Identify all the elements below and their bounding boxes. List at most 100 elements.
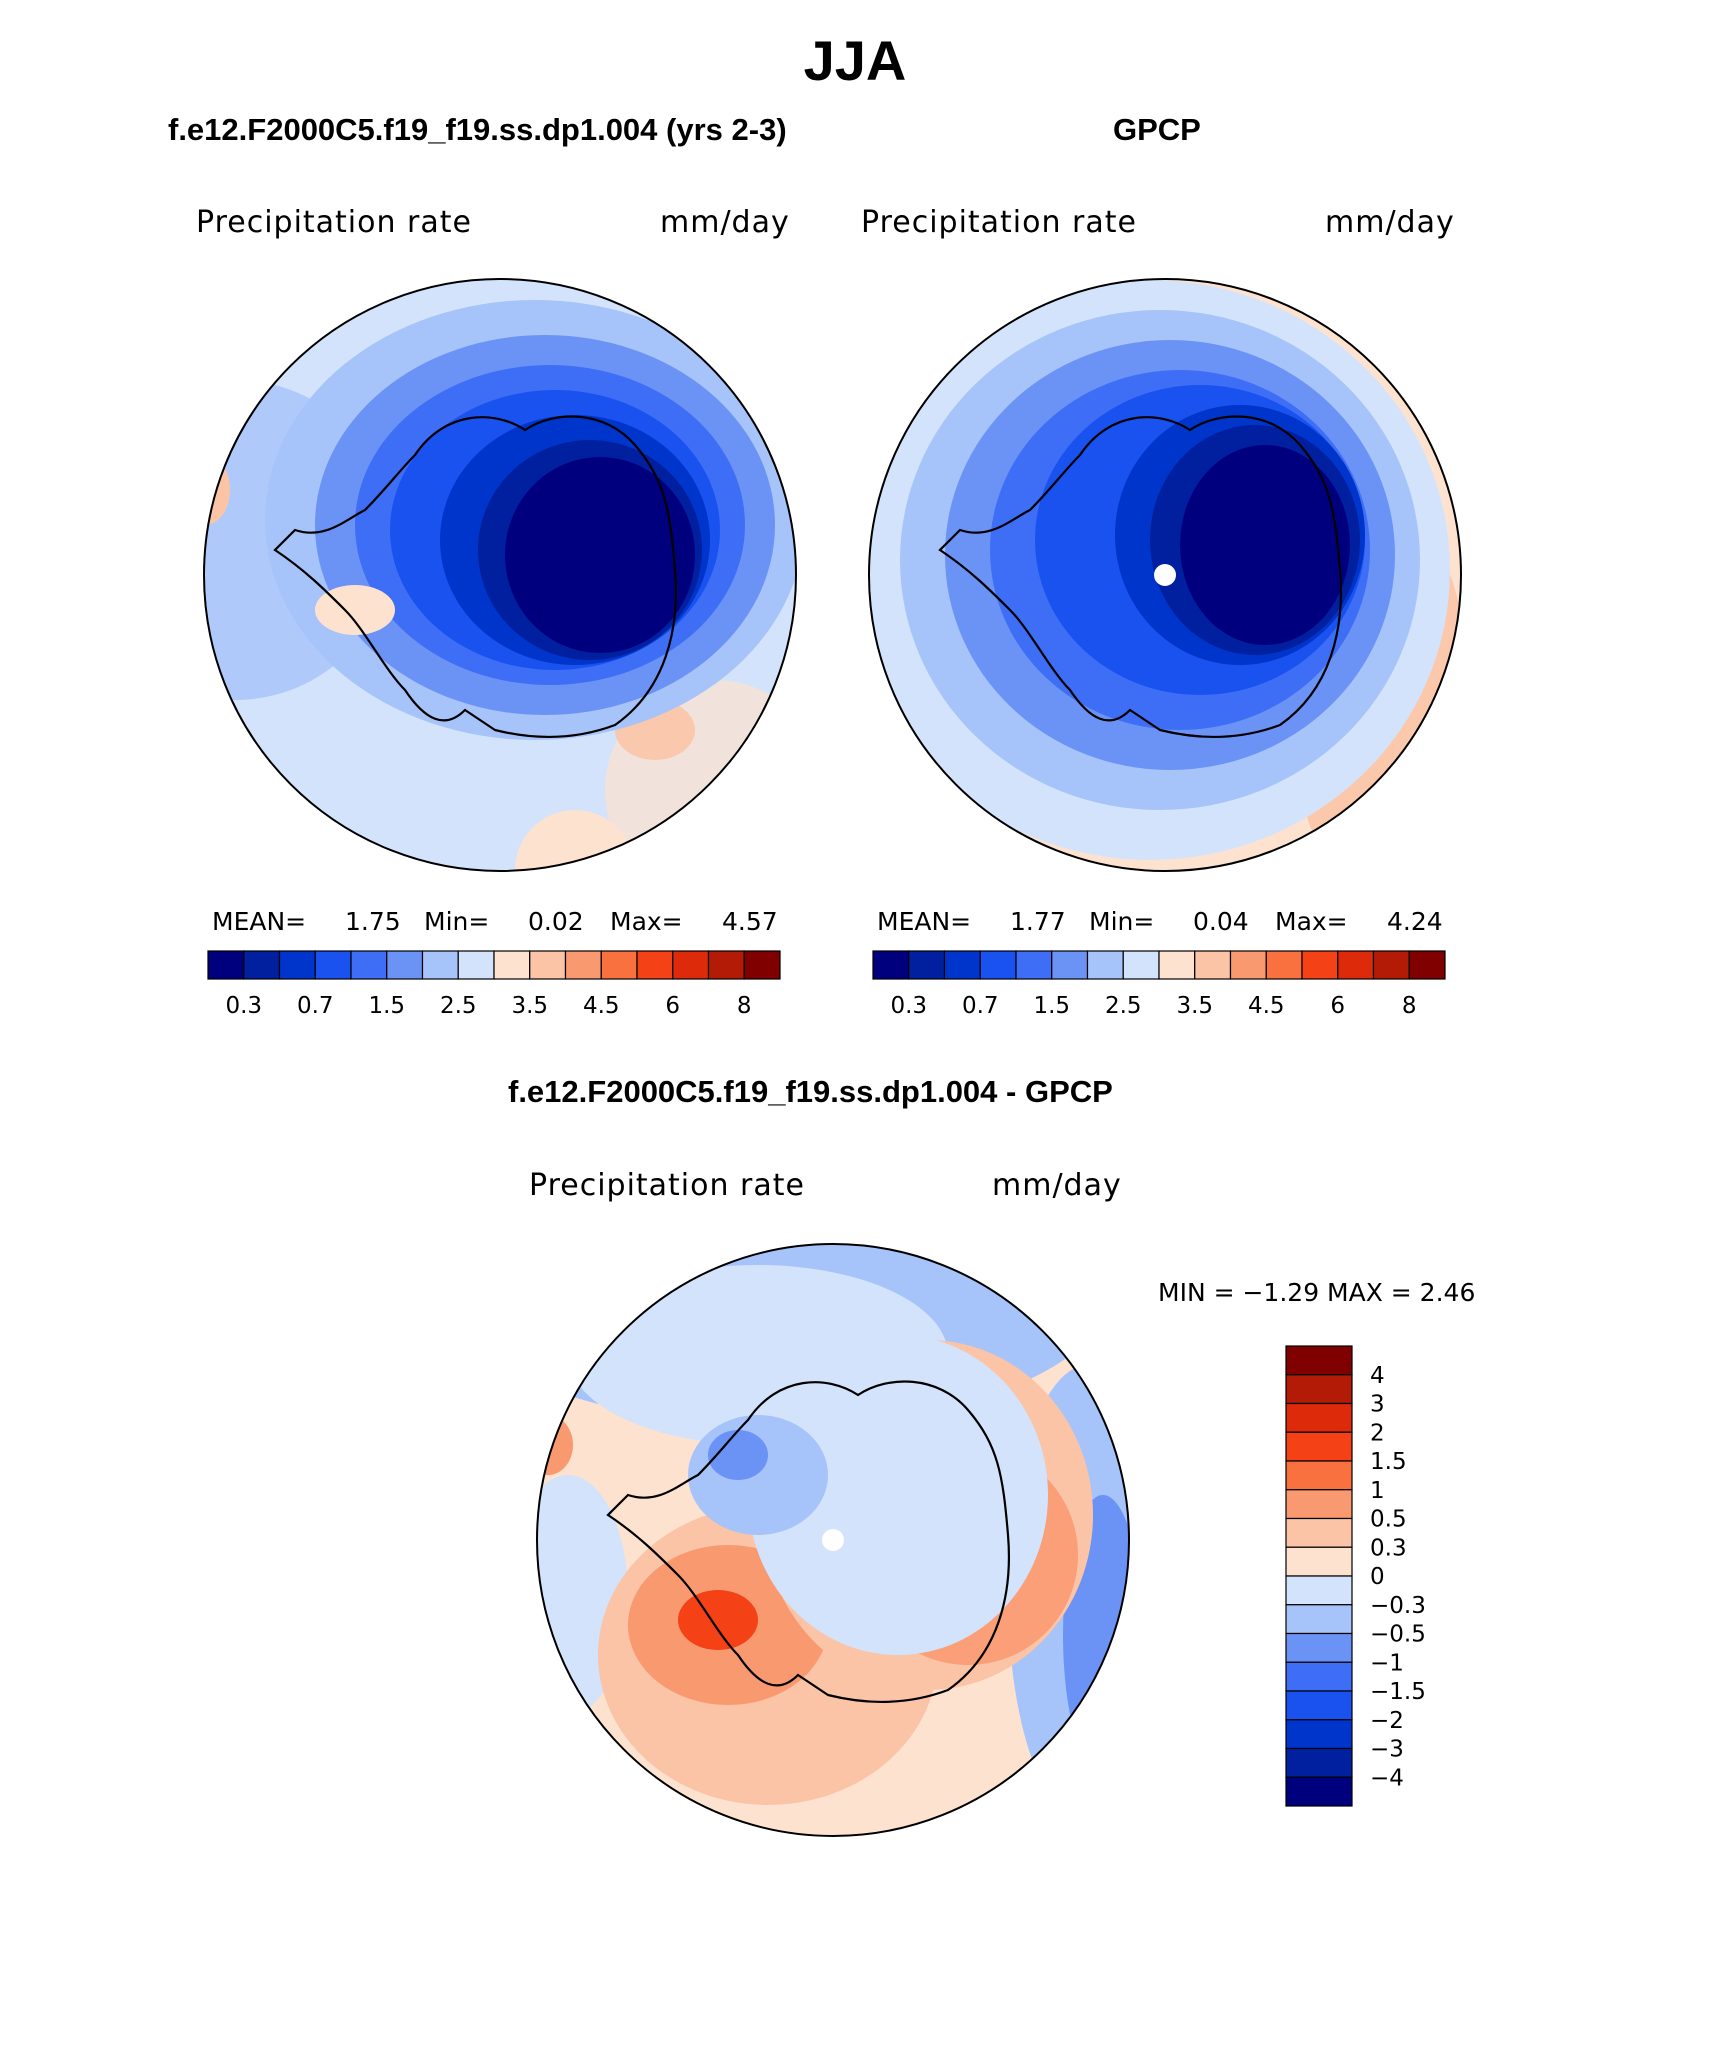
colorbar-tick-label: 3 [1370,1392,1385,1418]
colorbar-box [1086,950,1124,980]
panel3-var-label: Precipitation rate [529,1168,805,1203]
colorbar-tick-label: −0.3 [1370,1593,1425,1619]
colorbar-box [600,950,638,980]
colorbar-box [207,950,245,980]
colorbar-box [1408,950,1446,980]
colorbar-box [457,950,495,980]
colorbar-box [1051,950,1089,980]
colorbar-box [1285,1604,1353,1635]
colorbar-box [529,950,567,980]
panel3-map [536,1243,1130,1837]
colorbar-tick-label: −0.5 [1370,1622,1425,1648]
colorbar-box [979,950,1017,980]
colorbar-box [1285,1460,1353,1491]
panel2-colorbar: 0.3 0.7 1.5 2.5 3.5 4.5 6 8 [872,950,1446,1019]
colorbar-box [743,950,781,980]
antarctica-coastline [606,1380,1010,1704]
map-border [536,1243,1130,1837]
colorbar-box [1285,1546,1353,1577]
colorbar-tick-label: 4.5 [583,993,620,1019]
colorbar-tick-label: 1.5 [1033,993,1070,1019]
colorbar-tick-label: 0.7 [962,993,999,1019]
colorbar-tick-label: −1.5 [1370,1679,1425,1705]
colorbar-box [1285,1374,1353,1405]
colorbar-box [1285,1632,1353,1663]
colorbar-tick-label: 0.3 [890,993,927,1019]
map-border [203,278,797,872]
colorbar-tick-label: −3 [1370,1737,1404,1763]
panel1-title: f.e12.F2000C5.f19_f19.ss.dp1.004 (yrs 2-… [168,112,787,147]
antarctica-coastline [273,415,677,739]
colorbar-tick-label: −2 [1370,1708,1404,1734]
panel1-max-label: Max= [610,907,683,936]
colorbar-tick-label: 0.3 [225,993,262,1019]
colorbar-tick-label: 8 [737,993,752,1019]
colorbar-box [1158,950,1196,980]
panel1-colorbar: 0.3 0.7 1.5 2.5 3.5 4.5 6 8 [207,950,781,1019]
colorbar-tick-label: 1.5 [1370,1449,1407,1475]
panel2-max: 4.24 [1387,907,1443,936]
colorbar-box [1265,950,1303,980]
colorbar-box [1285,1747,1353,1778]
colorbar-tick-label: 4.5 [1248,993,1285,1019]
panel1-mean-label: MEAN= [212,907,307,936]
colorbar-box [1285,1776,1353,1807]
colorbar-tick-label: −4 [1370,1765,1404,1791]
colorbar-box [243,950,281,980]
panel2-min-label: Min= [1089,907,1155,936]
colorbar-tick-label: 1.5 [368,993,405,1019]
colorbar-box [908,950,946,980]
colorbar-box [1285,1719,1353,1750]
colorbar-tick-label: 6 [665,993,680,1019]
colorbar-box [1122,950,1160,980]
panel1-min: 0.02 [528,907,584,936]
colorbar-box [1285,1661,1353,1692]
colorbar-box [1301,950,1339,980]
panel2-var-label: Precipitation rate [861,205,1137,240]
colorbar-box [636,950,674,980]
pole-marker [1154,564,1176,586]
colorbar-box [672,950,710,980]
panel2-map [868,278,1462,872]
panel3-units: mm/day [992,1168,1122,1203]
panel2-mean-label: MEAN= [877,907,972,936]
colorbar-box [1285,1575,1353,1606]
figure-title: JJA [803,29,907,92]
colorbar-tick-label: 4 [1370,1363,1385,1389]
colorbar-box [1372,950,1410,980]
colorbar-box [1285,1431,1353,1462]
colorbar-box [1285,1402,1353,1433]
panel1-min-label: Min= [424,907,490,936]
colorbar-tick-label: 0.5 [1370,1507,1407,1533]
colorbar-tick-label: 0.7 [297,993,334,1019]
colorbar-tick-label: 2.5 [1105,993,1142,1019]
panel2-mean: 1.77 [1010,907,1066,936]
colorbar-tick-label: 3.5 [1176,993,1213,1019]
map-border [868,278,1462,872]
colorbar-box [707,950,745,980]
colorbar-tick-label: 6 [1330,993,1345,1019]
colorbar-tick-label: 0.3 [1370,1535,1407,1561]
colorbar-box [1337,950,1375,980]
colorbar-box [278,950,316,980]
panel1-var-label: Precipitation rate [196,205,472,240]
colorbar-box [1285,1345,1353,1376]
colorbar-tick-label: 8 [1402,993,1417,1019]
panel2-title: GPCP [1113,112,1201,147]
colorbar-box [314,950,352,980]
colorbar-tick-label: 1 [1370,1478,1385,1504]
colorbar-box [872,950,910,980]
panel1-mean: 1.75 [345,907,401,936]
colorbar-box [386,950,424,980]
colorbar-box [1285,1517,1353,1548]
colorbar-tick-label: −1 [1370,1650,1404,1676]
colorbar-tick-label: 2.5 [440,993,477,1019]
colorbar-box [421,950,459,980]
colorbar-box [943,950,981,980]
colorbar-box [1285,1489,1353,1520]
colorbar-tick-label: 3.5 [511,993,548,1019]
colorbar-box [1194,950,1232,980]
panel3-minmax: MIN = −1.29 MAX = 2.46 [1158,1278,1476,1307]
panel1-units: mm/day [660,205,790,240]
colorbar-box [350,950,388,980]
